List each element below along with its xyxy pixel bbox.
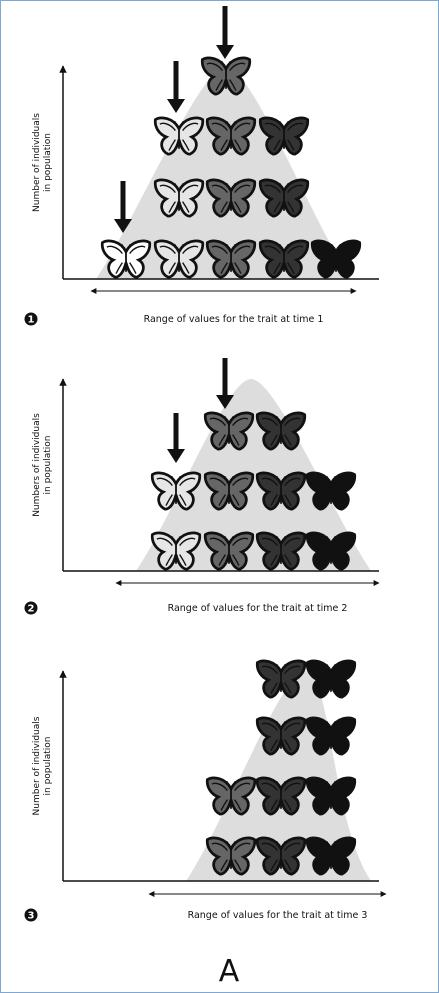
y-label: Number of individuals (32, 716, 42, 815)
x-label: Range of values for the trait at time 3 (188, 910, 368, 921)
butterfly (258, 116, 310, 156)
butterfly (255, 659, 307, 699)
arrow-head (216, 395, 234, 409)
x-label: Range of values for the trait at time 2 (168, 603, 348, 614)
arrow-head (167, 449, 185, 463)
y-label: Numbers of individuals (32, 413, 42, 517)
step-badge (24, 312, 38, 326)
y-label: in population (43, 737, 53, 796)
caption: A (219, 954, 240, 989)
step-number: 3 (28, 911, 35, 922)
step-number: 2 (28, 604, 35, 615)
arrow-head (114, 219, 132, 233)
x-label: Range of values for the trait at time 1 (144, 314, 324, 325)
y-label: in population (43, 133, 53, 192)
distribution (96, 66, 351, 279)
y-label: in population (43, 436, 53, 495)
y-label: Number of individuals (32, 113, 42, 212)
step-number: 1 (28, 315, 35, 326)
step-badge (24, 601, 38, 615)
arrow-head (216, 45, 234, 59)
butterfly (305, 659, 357, 699)
step-badge (24, 908, 38, 922)
arrow-head (167, 99, 185, 113)
